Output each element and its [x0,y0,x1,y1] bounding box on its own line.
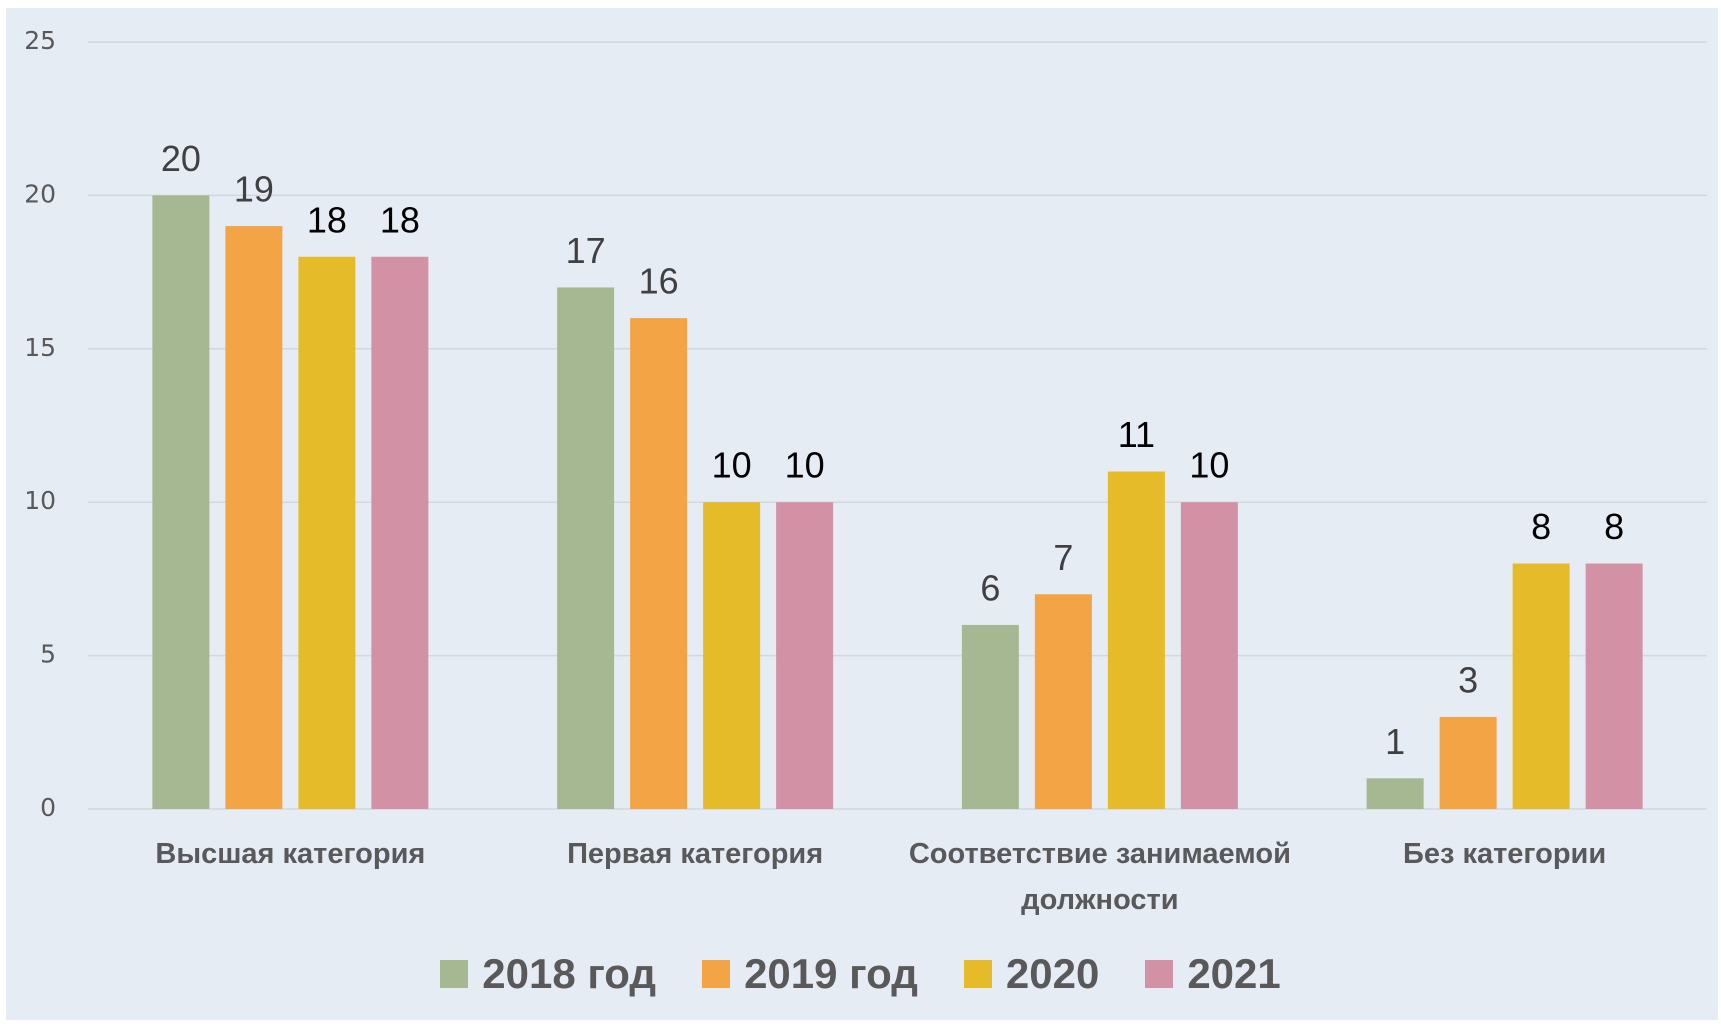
data-label: 11 [1118,414,1155,455]
y-tick-label: 25 [24,26,56,55]
legend-item: 2018 год [440,950,656,998]
bar [630,318,688,809]
bar [1180,502,1238,809]
bar [298,256,356,809]
data-label: 10 [785,445,825,486]
legend-label: 2018 год [482,950,657,997]
x-tick-label: Соответствие занимаемой должности [908,838,1291,916]
y-tick-label: 0 [40,793,56,822]
bar [961,624,1019,809]
bar [776,502,834,809]
bar [152,195,210,809]
bar [1512,563,1570,809]
data-label: 18 [380,199,420,240]
x-tick-label: Первая категория [567,838,824,870]
legend-swatch [702,960,731,988]
bar [1107,471,1165,809]
bar [225,226,283,809]
data-label: 8 [1531,506,1551,547]
legend-item: 2021 [1145,950,1281,998]
plot-background [6,8,1718,1020]
bar [1366,778,1424,809]
x-tick-label: Высшая категория [155,838,426,870]
legend-label: 2019 год [744,950,918,997]
legend: 2018 год 2019 год 2020 2021 [0,950,1721,998]
y-tick-label: 15 [24,333,56,362]
bar [557,287,615,809]
legend-label: 2021 [1187,950,1281,997]
legend-swatch [963,960,992,988]
bar [371,256,429,809]
y-tick-label: 5 [40,640,56,669]
data-label: 10 [712,445,752,486]
bar [1439,716,1497,809]
data-label: 1 [1385,721,1405,762]
y-tick-label: 20 [24,179,56,208]
y-tick-label: 10 [24,486,56,515]
legend-item: 2020 [963,950,1100,998]
data-label: 19 [234,169,274,210]
bar [1585,563,1643,809]
legend-swatch [1145,960,1174,988]
legend-item: 2019 год [702,950,918,998]
data-label: 7 [1053,537,1073,578]
bar [703,502,761,809]
legend-swatch [440,960,469,988]
data-label: 16 [639,261,679,302]
x-tick-label: Без категории [1403,838,1607,870]
data-label: 8 [1604,506,1624,547]
bar [1034,594,1092,809]
data-label: 10 [1189,445,1229,486]
data-label: 17 [566,230,606,271]
legend-label: 2020 [1005,950,1100,997]
data-label: 20 [161,138,201,179]
data-label: 6 [980,567,1000,608]
data-label: 18 [307,199,347,240]
data-label: 3 [1458,659,1478,700]
